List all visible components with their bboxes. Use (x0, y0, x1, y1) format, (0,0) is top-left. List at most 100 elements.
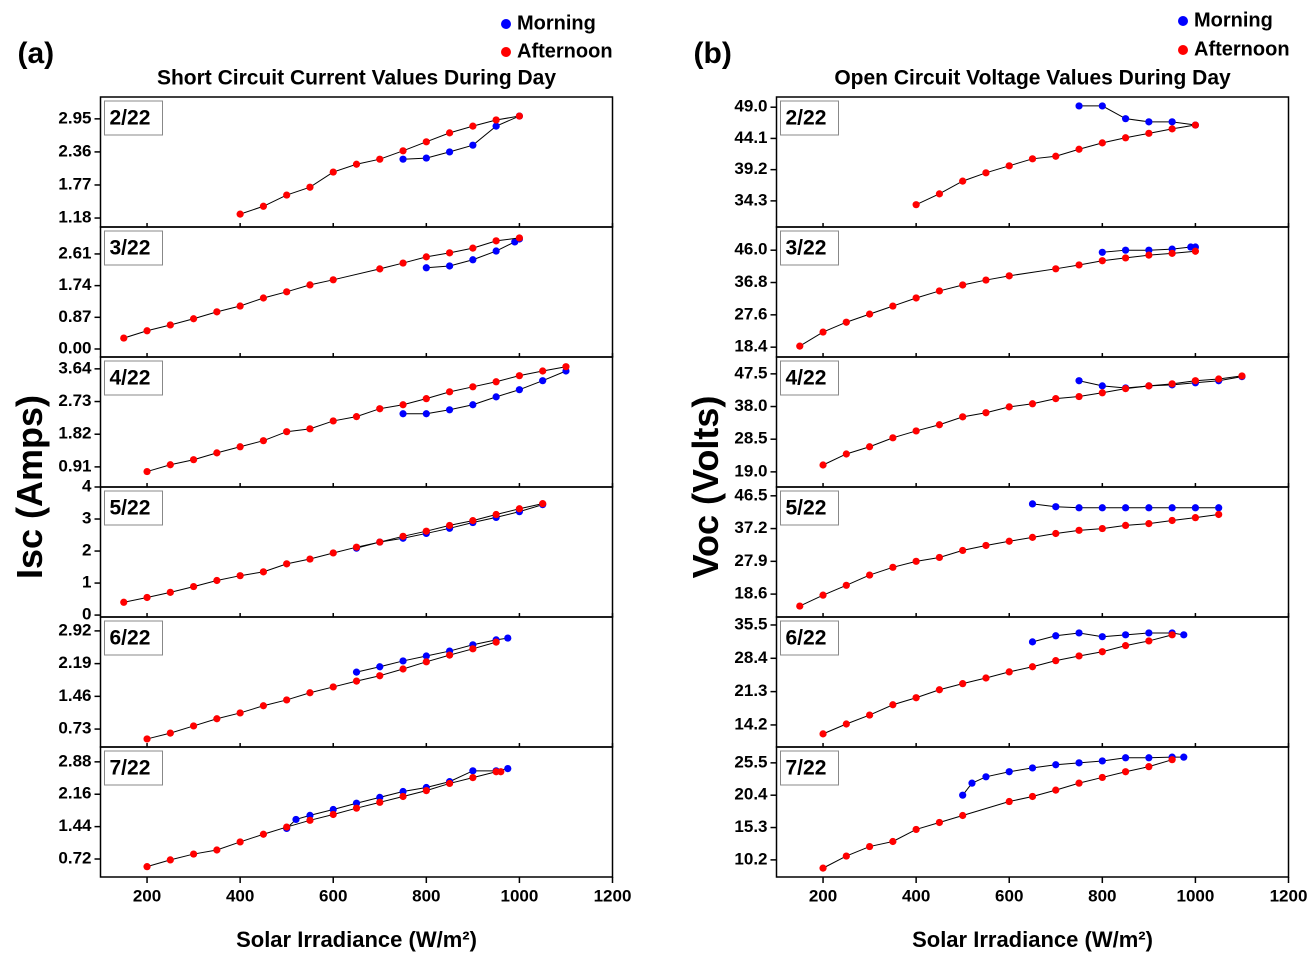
y-tick-label: 38.0 (734, 396, 767, 415)
y-tick-label: 46.5 (734, 485, 767, 504)
plot-frame (99, 226, 614, 358)
y-tick-label: 15.3 (734, 817, 767, 836)
y-tick-label: 1.18 (58, 208, 91, 227)
data-point (492, 116, 500, 124)
plot-frame (775, 746, 1290, 878)
data-point (1121, 385, 1130, 393)
y-tick-label: 0.91 (58, 456, 91, 475)
series-line (822, 759, 1173, 869)
data-point (236, 838, 244, 846)
data-point (1005, 537, 1013, 545)
data-point (166, 321, 174, 329)
data-point (422, 410, 430, 418)
x-tick-label: 1200 (1270, 886, 1308, 905)
y-tick-label: 39.2 (734, 159, 767, 178)
data-point (492, 237, 500, 245)
y-tick-label: 47.5 (734, 363, 767, 382)
data-point (515, 386, 524, 394)
data-point (1145, 520, 1153, 528)
data-point (306, 425, 314, 433)
data-point (1215, 510, 1223, 519)
data-point (422, 658, 430, 666)
data-point (469, 256, 477, 264)
date-label: 3/22 (786, 237, 827, 260)
data-point (1168, 631, 1176, 639)
date-label: 7/22 (786, 757, 827, 780)
y-tick-label: 35.5 (734, 614, 767, 633)
data-point (1098, 248, 1106, 256)
data-point (889, 837, 897, 846)
data-point (213, 846, 221, 854)
data-point (1075, 261, 1083, 269)
data-point (259, 568, 268, 576)
y-tick-label: 20.4 (734, 785, 768, 804)
date-box (780, 360, 839, 396)
data-point (1098, 524, 1106, 533)
y-tick-label: 19.0 (734, 461, 767, 480)
data-point (352, 804, 361, 812)
y-tick-label: 27.9 (734, 551, 767, 570)
series-line (1079, 105, 1196, 126)
data-point (1028, 663, 1037, 671)
y-tick-label: 28.5 (734, 429, 767, 448)
y-tick-label: 2 (82, 541, 91, 560)
y-tick-label: 2.16 (58, 784, 91, 803)
date-label: 6/22 (110, 627, 151, 650)
x-axis-label: Solar Irradiance (W/m²) (236, 927, 477, 952)
data-point (959, 811, 967, 820)
data-point (445, 779, 454, 788)
y-tick-label: 14.2 (734, 714, 767, 733)
data-point (889, 434, 897, 442)
data-point (399, 532, 407, 540)
data-point (306, 183, 314, 191)
data-point (1075, 377, 1083, 385)
data-point (352, 677, 361, 685)
data-point (1191, 514, 1200, 522)
legend-marker (1178, 45, 1188, 55)
date-label: 5/22 (786, 497, 827, 520)
data-point (445, 521, 454, 530)
data-point (1098, 382, 1106, 390)
data-point (445, 406, 454, 414)
data-point (236, 443, 244, 451)
data-point (1052, 152, 1060, 160)
data-point (1028, 400, 1037, 408)
data-point (819, 864, 827, 872)
data-point (842, 450, 850, 458)
date-box (104, 620, 163, 656)
y-tick-label: 2.92 (58, 620, 91, 639)
data-point (1215, 504, 1223, 512)
y-tick-label: 0 (82, 605, 91, 624)
data-point (492, 393, 500, 401)
data-point (912, 694, 920, 702)
data-point (399, 657, 407, 665)
data-point (445, 129, 454, 137)
data-point (492, 638, 500, 646)
legend-marker (501, 47, 511, 57)
data-point (1145, 246, 1153, 254)
date-box (104, 360, 163, 396)
data-point (539, 367, 547, 375)
data-point (1145, 382, 1153, 390)
date-label: 6/22 (786, 627, 827, 650)
data-point (120, 334, 128, 342)
data-point (283, 696, 291, 704)
data-point (422, 138, 430, 146)
data-point (982, 409, 990, 417)
data-point (1191, 247, 1200, 255)
data-point (1005, 162, 1013, 170)
data-point (865, 711, 874, 719)
date-box (104, 230, 163, 266)
y-axis-label: Isc (Amps) (9, 395, 50, 579)
data-point (329, 683, 337, 691)
data-point (1145, 129, 1153, 137)
data-point (399, 792, 407, 801)
data-point (422, 253, 430, 261)
y-axis-label: Voc (Volts) (685, 396, 726, 579)
data-point (1145, 118, 1153, 126)
data-point (492, 247, 500, 255)
data-point (1005, 768, 1013, 776)
y-tick-label: 27.6 (734, 304, 767, 323)
data-point (399, 147, 407, 155)
